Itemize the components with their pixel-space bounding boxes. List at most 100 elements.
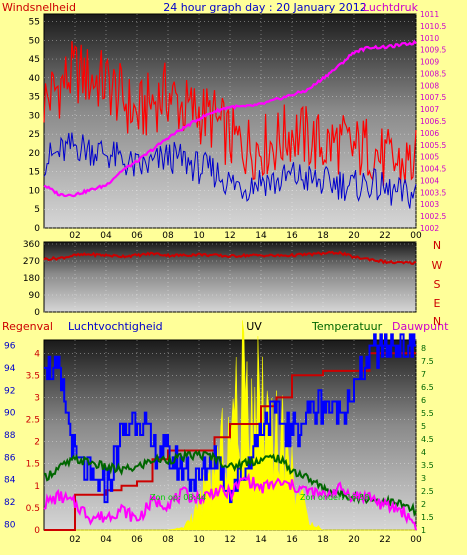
direction-y-tick-label: 360 bbox=[23, 240, 40, 250]
humidity-y-tick-label: 94 bbox=[4, 364, 16, 374]
pressure-y-tick-label: 1003 bbox=[420, 200, 439, 209]
wind-y-tick-label: 20 bbox=[29, 149, 41, 159]
humidity-y-tick-label: 90 bbox=[4, 409, 16, 419]
humidity-y-tick-label: 88 bbox=[4, 431, 16, 441]
x-tick-label: 18 bbox=[317, 535, 329, 545]
pressure-y-tick-label: 1003.5 bbox=[420, 188, 446, 197]
humidity-label: Luchtvochtigheid bbox=[68, 320, 163, 333]
compass-label: N bbox=[433, 315, 441, 328]
wind-y-tick-label: 5 bbox=[34, 205, 40, 215]
pressure-y-tick-label: 1010.5 bbox=[420, 22, 446, 31]
right-y-tick-label: 6 bbox=[421, 396, 426, 405]
pressure-y-tick-label: 1005.5 bbox=[420, 141, 446, 150]
uv-label: UV bbox=[246, 320, 262, 333]
x-tick-label: 10 bbox=[193, 535, 205, 545]
x-tick-label: 20 bbox=[348, 231, 360, 241]
right-y-tick-label: 2 bbox=[421, 500, 426, 509]
humidity-y-tick-label: 80 bbox=[4, 520, 16, 530]
x-tick-label: 12 bbox=[224, 231, 235, 241]
dewpoint-label: Dauwpunt bbox=[392, 320, 449, 333]
x-tick-label: 20 bbox=[348, 535, 360, 545]
direction-plot-area bbox=[43, 241, 417, 313]
right-y-tick-label: 7.5 bbox=[421, 357, 434, 366]
right-y-tick-label: 5.5 bbox=[421, 409, 434, 418]
humidity-series-line bbox=[44, 333, 416, 504]
x-tick-label: 06 bbox=[131, 231, 143, 241]
rain-y-tick-label: 0.5 bbox=[26, 504, 40, 514]
direction-y-tick-label: 0 bbox=[34, 308, 40, 318]
x-tick-label: 00 bbox=[410, 231, 422, 241]
x-tick-label: 10 bbox=[193, 231, 205, 241]
direction-y-tick-label: 180 bbox=[23, 274, 40, 284]
right-y-tick-label: 5 bbox=[421, 422, 426, 431]
pressure-y-tick-label: 1005 bbox=[420, 153, 439, 162]
wind-speed-label: Windsnelheid bbox=[2, 1, 76, 14]
right-y-tick-label: 2.5 bbox=[421, 487, 434, 496]
rain-label: Regenval bbox=[2, 320, 53, 333]
temperature-series-line bbox=[43, 449, 417, 518]
x-tick-label: 16 bbox=[286, 231, 298, 241]
x-tick-label: 16 bbox=[286, 535, 298, 545]
direction-y-tick-label: 90 bbox=[29, 291, 41, 301]
x-tick-label: 14 bbox=[255, 535, 267, 545]
humidity-y-tick-label: 86 bbox=[4, 453, 16, 463]
x-tick-label: 14 bbox=[255, 231, 267, 241]
rain-y-tick-label: 4 bbox=[34, 349, 40, 359]
pressure-y-tick-label: 1011 bbox=[420, 10, 439, 19]
x-tick-label: 04 bbox=[100, 535, 112, 545]
chart-title: 24 hour graph day : 20 January 2012 bbox=[163, 1, 367, 14]
x-tick-label: 08 bbox=[162, 535, 174, 545]
wind-direction-series-line bbox=[43, 250, 417, 266]
wind-y-tick-label: 10 bbox=[29, 186, 41, 196]
humidity-y-tick-label: 82 bbox=[4, 498, 15, 508]
pressure-y-tick-label: 1010 bbox=[420, 34, 439, 43]
humidity-y-tick-label: 96 bbox=[4, 342, 16, 352]
pressure-y-tick-label: 1008.5 bbox=[420, 69, 446, 78]
rain-y-tick-label: 3 bbox=[34, 393, 40, 403]
right-y-tick-label: 3.5 bbox=[421, 461, 434, 470]
right-y-tick-label: 8 bbox=[421, 344, 426, 353]
rain-y-tick-label: 2.5 bbox=[26, 416, 40, 426]
right-y-tick-label: 4.5 bbox=[421, 435, 434, 444]
humidity-y-tick-label: 92 bbox=[4, 386, 15, 396]
right-y-tick-label: 6.5 bbox=[421, 383, 434, 392]
wind-y-tick-label: 35 bbox=[29, 93, 40, 103]
pressure-y-tick-label: 1004 bbox=[420, 176, 439, 185]
x-tick-label: 02 bbox=[69, 231, 80, 241]
x-tick-label: 08 bbox=[162, 231, 174, 241]
sunset-annotation: Zon onder: 16:58 bbox=[300, 493, 369, 502]
x-tick-label: 06 bbox=[131, 535, 143, 545]
pressure-y-tick-label: 1004.5 bbox=[420, 165, 446, 174]
direction-y-tick-label: 270 bbox=[23, 257, 40, 267]
compass-label: E bbox=[434, 297, 441, 310]
rain-y-tick-label: 1.5 bbox=[26, 460, 40, 470]
rain-y-tick-label: 0 bbox=[34, 526, 40, 536]
x-tick-label: 18 bbox=[317, 231, 329, 241]
pressure-y-tick-label: 1008 bbox=[420, 81, 439, 90]
right-y-tick-label: 4 bbox=[421, 448, 426, 457]
x-tick-label: 04 bbox=[100, 231, 112, 241]
right-y-tick-label: 3 bbox=[421, 474, 426, 483]
humidity-y-tick-label: 84 bbox=[4, 476, 16, 486]
wind-gust-series-line bbox=[43, 41, 417, 186]
wind-y-tick-label: 50 bbox=[29, 36, 41, 46]
rain-y-tick-label: 2 bbox=[34, 438, 40, 448]
pressure-y-tick-label: 1009 bbox=[420, 58, 439, 67]
wind-average-series-line bbox=[43, 132, 417, 209]
pressure-y-tick-label: 1006.5 bbox=[420, 117, 446, 126]
x-tick-label: 00 bbox=[410, 535, 422, 545]
wind-y-tick-label: 45 bbox=[29, 55, 40, 65]
right-y-tick-label: 7 bbox=[421, 370, 426, 379]
wind-y-tick-label: 25 bbox=[29, 130, 40, 140]
wind-y-tick-label: 15 bbox=[29, 168, 40, 178]
pressure-y-tick-label: 1002 bbox=[420, 224, 439, 233]
rain-y-tick-label: 1 bbox=[34, 482, 40, 492]
pressure-y-tick-label: 1006 bbox=[420, 129, 439, 138]
wind-y-tick-label: 55 bbox=[29, 18, 40, 28]
sunrise-annotation: Zon op: 08:44 bbox=[150, 493, 206, 502]
wind-y-tick-label: 40 bbox=[29, 74, 41, 84]
pressure-y-tick-label: 1002.5 bbox=[420, 212, 446, 221]
wind-y-tick-label: 30 bbox=[29, 111, 41, 121]
wind-y-tick-label: 0 bbox=[34, 224, 40, 234]
